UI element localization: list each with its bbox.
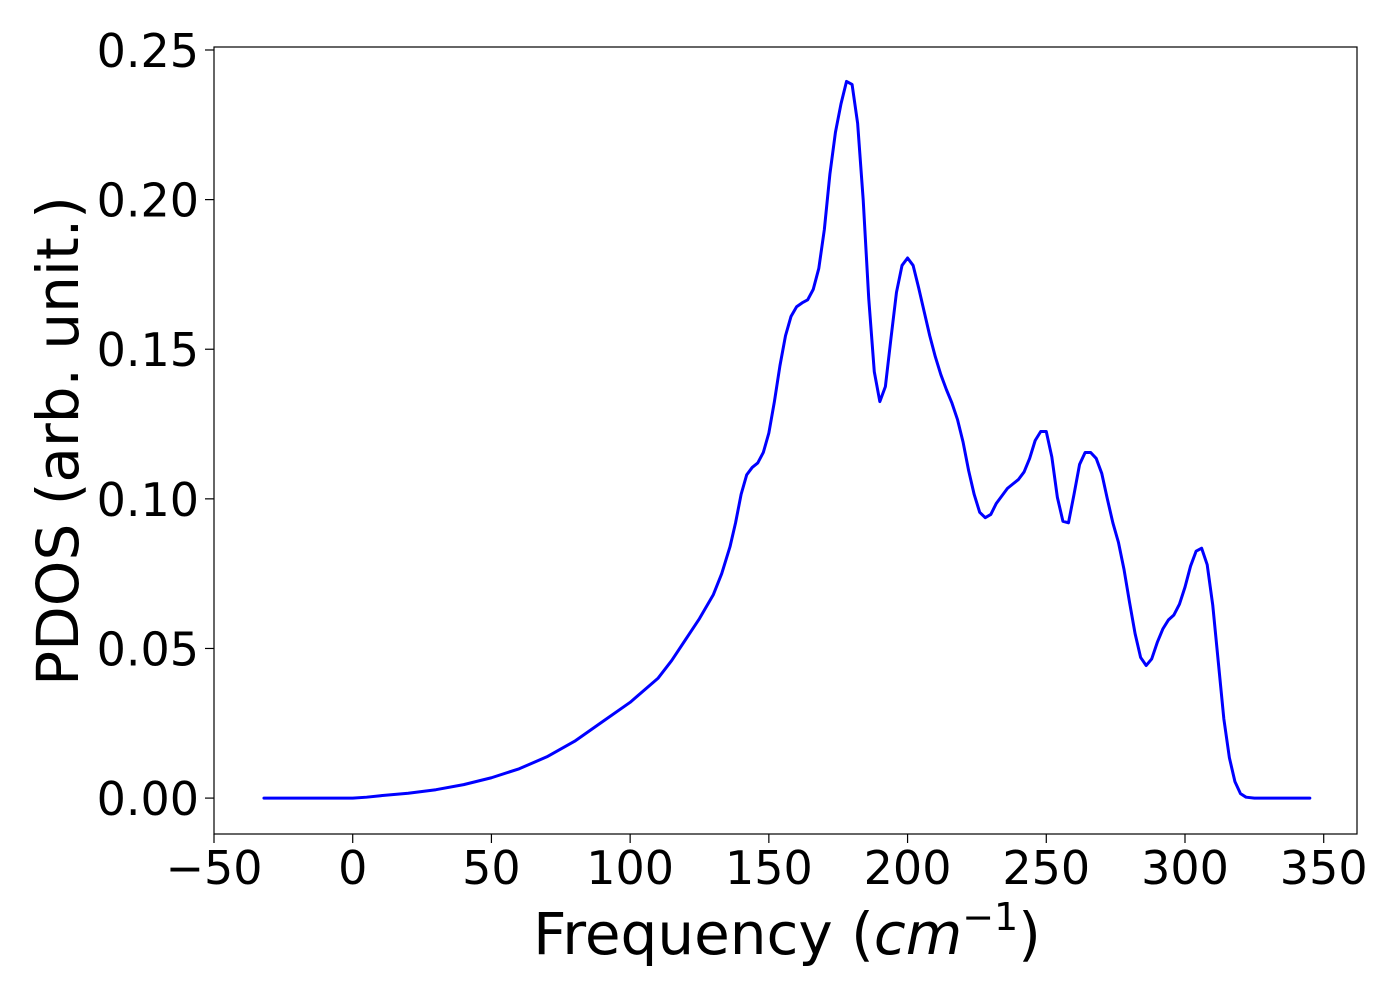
x-axis-label: Frequency (cm−1) — [533, 895, 1041, 968]
y-tick-label: 0.05 — [97, 622, 199, 676]
x-tick-label: 150 — [725, 841, 813, 895]
y-tick-label: 0.20 — [97, 174, 199, 228]
axes: −50 0 50 100 150 200 250 300 350 0.00 0.05 0.10 0.15… — [97, 24, 1368, 895]
y-axis-label: PDOS (arb. unit.) — [24, 196, 92, 686]
x-tick-label: −50 — [165, 841, 262, 895]
x-tick-label: 0 — [338, 841, 367, 895]
y-tick-label: 0.25 — [97, 24, 199, 78]
x-tick-label: 250 — [1002, 841, 1090, 895]
y-tick-label: 0.15 — [97, 323, 199, 377]
x-tick-label: 100 — [586, 841, 674, 895]
plot-area — [262, 79, 1312, 800]
series-line-0 — [262, 79, 1312, 800]
x-tick-label: 350 — [1280, 841, 1368, 895]
y-tick-label: 0.00 — [97, 772, 199, 826]
x-tick-label: 50 — [462, 841, 521, 895]
y-tick-label: 0.10 — [97, 473, 199, 527]
x-tick-label: 300 — [1141, 841, 1229, 895]
plot-frame — [213, 46, 1358, 835]
x-tick-label: 200 — [864, 841, 952, 895]
